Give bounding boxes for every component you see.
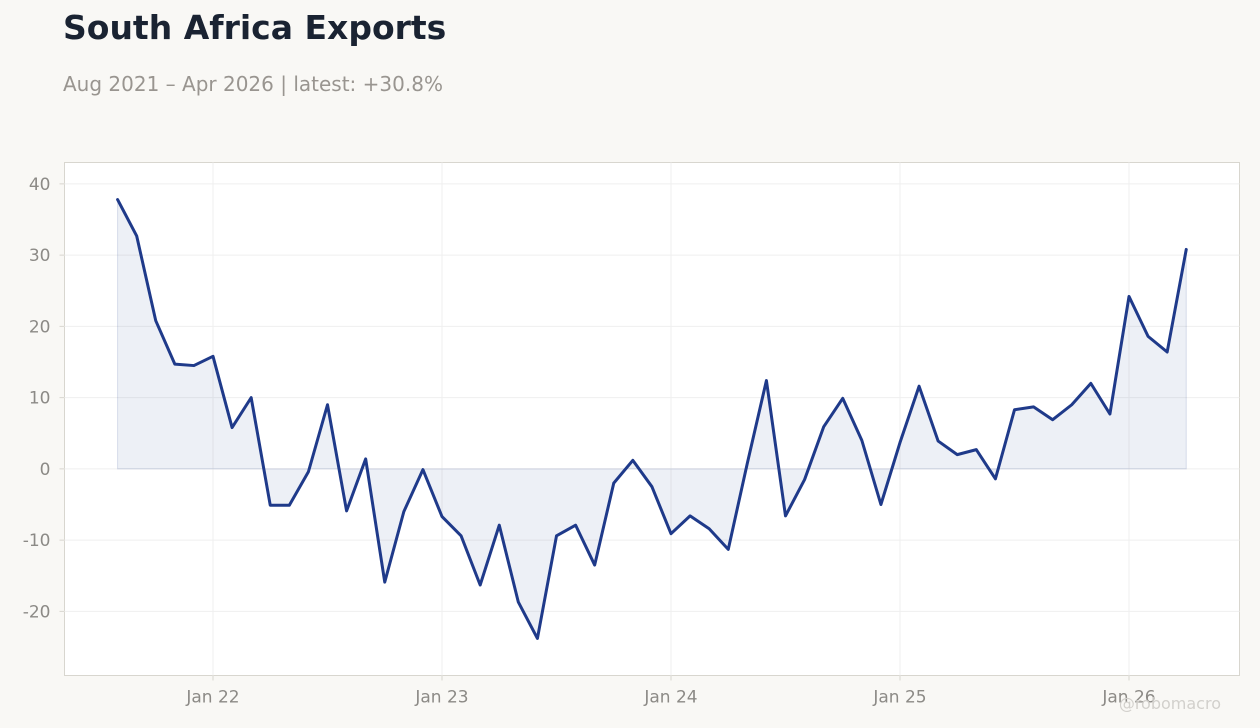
y-tick-label: -10 [23, 531, 51, 551]
x-tick-label: Jan 24 [643, 688, 697, 708]
x-tick-label: Jan 22 [185, 688, 239, 708]
y-tick-label: -20 [23, 602, 51, 622]
x-tick-label: Jan 25 [872, 688, 926, 708]
y-tick-label: 0 [40, 460, 51, 480]
chart-title: South Africa Exports [63, 8, 447, 47]
line-layer [116, 198, 1188, 640]
y-tick-label: 10 [29, 389, 51, 409]
gridlines [64, 162, 1240, 676]
x-tick-label: Jan 26 [1101, 688, 1155, 708]
chart-subtitle: Aug 2021 – Apr 2026 | latest: +30.8% [63, 72, 443, 96]
watermark: @robomacro [1119, 694, 1221, 713]
plot-area [64, 162, 1240, 676]
y-axis: -20 -10 0 10 20 30 40 [23, 175, 65, 622]
y-tick-label: 40 [29, 175, 51, 195]
x-tick-label: Jan 23 [414, 688, 468, 708]
series-line [116, 198, 1188, 640]
y-tick-label: 20 [29, 317, 51, 337]
x-axis: Jan 22 Jan 23 Jan 24 Jan 25 Jan 26 [185, 675, 1156, 708]
y-tick-label: 30 [29, 246, 51, 266]
